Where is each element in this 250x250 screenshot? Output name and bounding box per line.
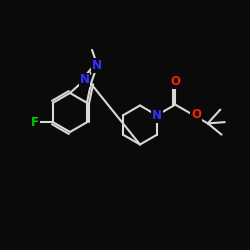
Text: N: N	[152, 109, 162, 122]
Text: F: F	[31, 116, 39, 129]
Text: O: O	[170, 75, 180, 88]
Text: N: N	[80, 74, 90, 86]
Text: N: N	[92, 59, 102, 72]
Text: O: O	[191, 108, 201, 121]
